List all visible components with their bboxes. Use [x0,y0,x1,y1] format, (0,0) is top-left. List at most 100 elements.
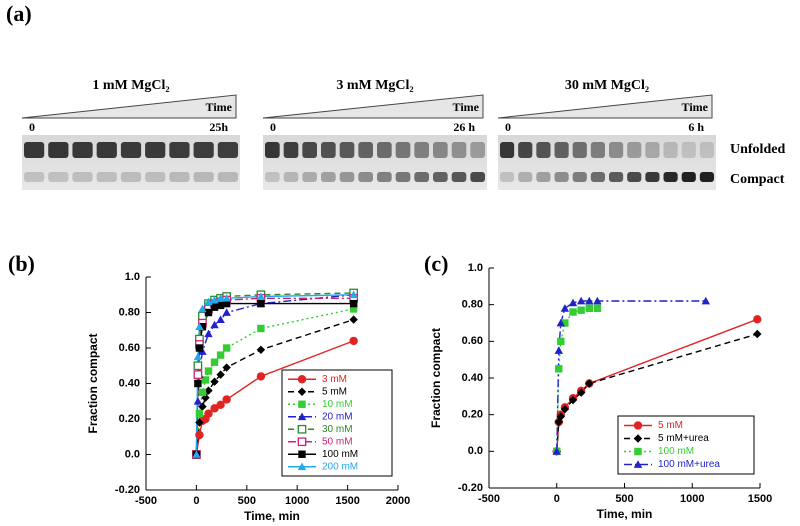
compact-band [169,172,190,182]
y-tick-label: -0.20 [458,482,483,494]
data-point [216,400,225,409]
time-start: 0 [505,120,511,134]
unfolded-band [451,142,467,158]
unfolded-band [609,142,624,158]
unfolded-band [120,142,142,158]
legend-marker [297,437,307,447]
legend-marker [633,460,643,468]
data-point [561,319,569,327]
data-point [585,296,594,305]
x-tick-label: 2000 [386,495,410,507]
unfolded-band [699,142,714,158]
unfolded-band [663,142,678,158]
x-tick-label: 500 [615,493,633,505]
legend-marker [297,375,307,384]
compact-band [645,172,660,182]
legend-label: 10 mM [322,399,353,410]
unfolded-band [72,142,93,158]
data-point [201,376,210,384]
compact-band [24,172,45,182]
series-line [556,307,598,452]
data-point [560,304,570,312]
data-point [576,388,586,397]
data-point [216,301,225,310]
legend-label: 3 mM [322,374,347,385]
compact-band [554,172,569,182]
y-tick-label: 0.20 [462,409,483,421]
data-point [210,320,219,329]
time-end: 25h [209,120,228,134]
compact-band [572,172,587,182]
data-point [257,299,265,308]
data-point [349,290,358,299]
legend-label: 200 mM [322,461,358,472]
x-tick-label: 500 [238,495,256,507]
data-point [216,351,225,359]
data-point [193,397,203,405]
unfolded-band [48,142,69,158]
y-tick-label: 0.80 [119,306,140,318]
y-axis-title: Fraction compact [86,333,100,433]
compact-band [283,172,299,182]
unfolded-band [321,142,336,158]
compact-band [302,172,317,182]
time-wedge [262,94,484,119]
compact-band [470,172,485,182]
data-point [222,395,231,404]
x-tick-label: 0 [193,495,199,507]
data-point [195,430,204,440]
unfolded-band [302,142,317,158]
data-point [569,308,577,316]
time-end: 6 h [688,120,704,134]
compact-band [414,172,429,182]
y-tick-label: 0.20 [119,413,140,425]
data-point [585,304,593,313]
x-axis-title: Time, min [597,507,653,521]
data-point [349,315,358,324]
data-point [198,323,207,331]
unfolded-band [433,142,448,158]
data-point [256,292,266,300]
data-point [557,337,565,346]
compact-band [193,172,214,182]
legend-label: 100 mM [322,449,358,460]
legend-marker [298,400,306,408]
x-tick-label: 1500 [335,495,359,507]
unfolded-band [339,142,355,158]
time-end: 26 h [453,120,475,134]
data-point [193,361,203,371]
compact-band [500,172,515,182]
unfolded-band [145,142,166,158]
y-tick-label: 0.80 [462,299,483,311]
data-point [753,315,762,324]
data-point [204,409,213,418]
data-point [216,370,225,379]
unfolded-band [377,142,392,158]
legend-marker [297,462,307,471]
data-point [195,418,204,427]
legend-box [281,369,393,477]
x-tick-label: 1500 [748,493,772,505]
legend-marker [633,421,643,430]
band-label: Unfolded [730,142,785,157]
unfolded-band [283,142,299,158]
data-point [349,305,358,313]
data-point [193,370,203,379]
unfolded-band [554,142,569,158]
compact-band [663,172,678,182]
data-point [568,395,578,405]
wedge-label: Time [206,100,233,114]
data-point [204,367,213,375]
data-point [198,304,207,313]
compact-band [321,172,336,182]
data-point [593,304,602,313]
data-point [204,308,213,317]
compact-band [395,172,411,182]
unfolded-band [627,142,642,158]
series-line [195,294,354,455]
wedge-label: Time [453,100,480,114]
legend-marker [634,447,642,456]
legend-marker [297,412,307,421]
legend-label: 5 mM [322,386,347,397]
